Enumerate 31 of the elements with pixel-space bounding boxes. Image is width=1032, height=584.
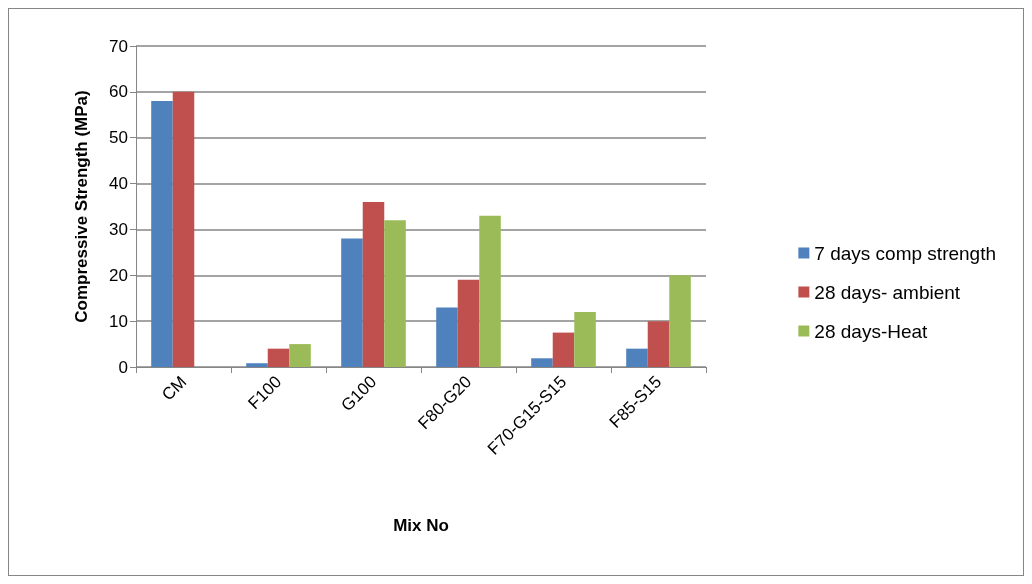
bar <box>341 238 363 367</box>
bar <box>669 275 691 367</box>
legend-label: 7 days comp strength <box>814 242 997 264</box>
bar <box>289 344 311 367</box>
bar <box>362 201 385 367</box>
x-tick-label: CM <box>158 372 191 405</box>
legend-label: 28 days-Heat <box>814 320 929 342</box>
bar <box>151 101 173 367</box>
bar <box>384 220 406 367</box>
bar <box>479 215 501 367</box>
bar <box>626 348 648 367</box>
bar <box>246 363 268 367</box>
bar <box>436 307 458 367</box>
y-tick-label: 70 <box>109 36 128 56</box>
bar <box>574 311 596 367</box>
y-tick-label: 60 <box>109 82 128 102</box>
bar <box>552 332 575 367</box>
y-tick-label: 50 <box>109 128 128 148</box>
bar <box>267 348 290 367</box>
x-axis-title: Mix No <box>393 516 449 535</box>
y-tick-label: 0 <box>118 357 128 377</box>
legend-label: 28 days- ambient <box>814 281 961 303</box>
bar <box>647 321 670 367</box>
y-tick-label: 10 <box>109 311 128 331</box>
bar <box>172 91 195 367</box>
y-tick-label: 40 <box>109 174 128 194</box>
bar <box>531 358 553 367</box>
y-tick-label: 30 <box>109 219 128 239</box>
y-tick-label: 20 <box>109 265 128 285</box>
bar <box>457 279 480 367</box>
y-axis-title: Compressive Strength (MPa) <box>72 90 91 323</box>
